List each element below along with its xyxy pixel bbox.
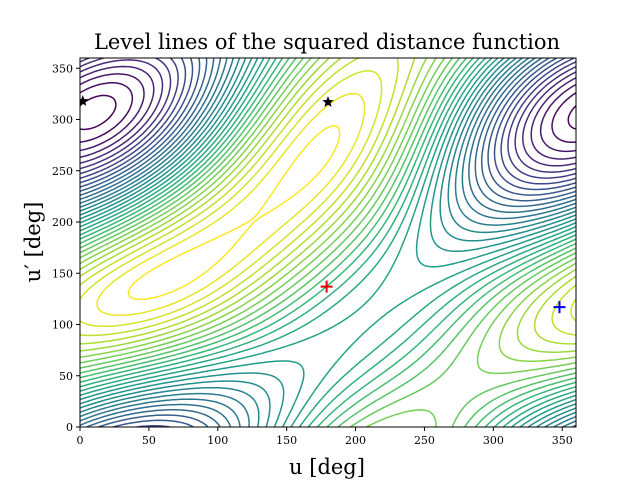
contour-level [80,58,576,427]
x-axis-label: u [deg] [289,455,365,479]
x-tick-label: 50 [142,434,156,447]
x-tick-label: 100 [207,434,228,447]
contour-level [80,58,576,345]
x-tick-label: 150 [276,434,297,447]
contour-level [80,58,576,427]
plot-frame [79,57,577,428]
contour-level [80,58,576,337]
contour-level [80,58,576,173]
contour-level [80,58,576,427]
contour-level [96,92,366,317]
plus-marker [553,301,566,314]
contour-level [80,58,576,427]
contour-level [80,58,576,427]
contour-level [80,58,576,179]
y-axis-ticks: 0 50 100 150 200 250 300 350 [52,62,80,434]
y-tick-label: 0 [66,421,73,434]
point-markers [80,95,566,314]
contour-level [80,58,576,427]
x-tick-label: 250 [414,434,435,447]
y-tick-label: 100 [52,319,73,332]
contour-level [80,70,576,328]
y-tick-label: 350 [52,62,73,75]
star-marker [80,95,89,106]
contour-level [80,58,576,427]
contour-level [80,58,576,362]
x-axis-ticks: 0 50 100 150 200 250 300 350 [77,427,573,447]
y-tick-label: 250 [52,165,73,178]
contour-level [80,58,576,185]
contour-level [80,58,576,427]
plus-marker [320,280,333,293]
contour-level [80,73,576,153]
contour-level [80,94,576,131]
x-tick-label: 300 [483,434,504,447]
x-tick-label: 350 [552,434,573,447]
contour-level [80,58,576,427]
contour-level [80,58,576,427]
y-tick-label: 150 [52,267,73,280]
x-tick-label: 200 [345,434,366,447]
star-marker [322,96,334,107]
y-axis-label: u′ [deg] [21,202,45,283]
contour-level [127,125,341,301]
x-tick-label: 0 [77,434,84,447]
y-tick-label: 200 [52,216,73,229]
contour-level [80,65,576,160]
contour-level [80,59,576,167]
contour-level [80,58,576,427]
contour-lines [80,58,576,427]
chart-title: Level lines of the squared distance func… [94,30,560,54]
contour-level [80,58,576,353]
contour-level [80,58,576,427]
y-tick-label: 50 [59,370,73,383]
y-tick-label: 300 [52,114,73,127]
contour-level [80,82,576,144]
